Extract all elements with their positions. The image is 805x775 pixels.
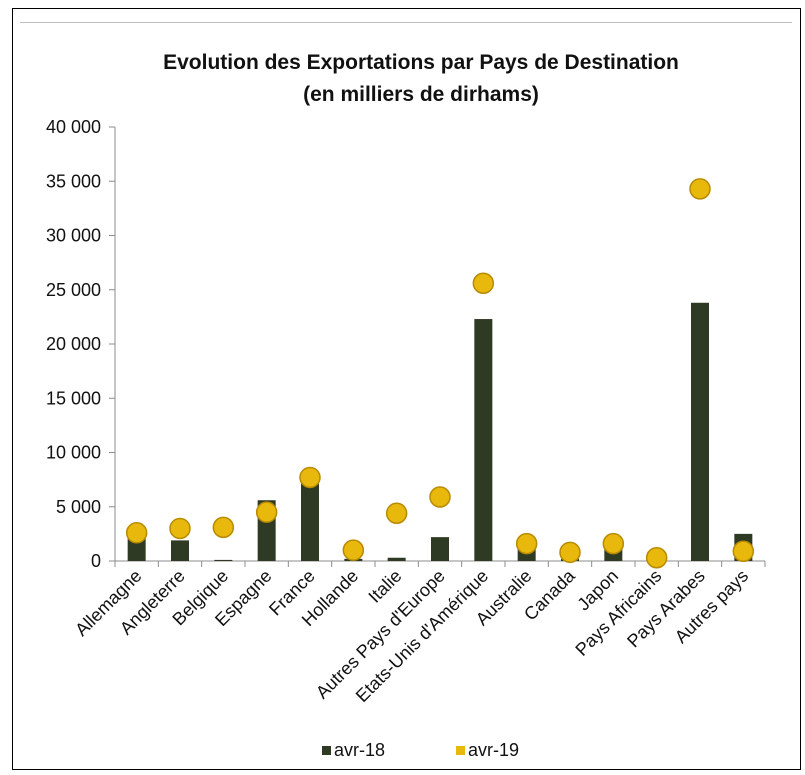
y-tick-label: 5 000 — [56, 497, 101, 517]
marker-point — [255, 501, 278, 523]
marker-point — [559, 541, 581, 564]
marker-point — [732, 540, 755, 562]
bar — [387, 557, 406, 561]
y-tick-label: 25 000 — [46, 280, 101, 300]
y-axis: 0 5 000 10 000 15 000 20 000 25 000 30 000 35 0… — [46, 117, 116, 571]
y-tick-label: 15 000 — [46, 388, 101, 408]
marker-point — [299, 466, 321, 489]
marker-point — [515, 532, 538, 555]
y-tick-label: 30 000 — [46, 226, 101, 246]
bar — [214, 559, 233, 561]
bar — [431, 537, 449, 561]
legend: avr-18 avr-19 — [322, 740, 519, 760]
bar — [171, 540, 189, 561]
bar — [691, 302, 709, 561]
y-tick-label: 40 000 — [46, 117, 101, 137]
marker-point — [472, 272, 495, 294]
y-tick-label: 35 000 — [46, 171, 101, 191]
y-tick-label: 0 — [91, 551, 101, 571]
marker-point — [689, 178, 711, 200]
marker-point — [385, 502, 408, 525]
marker-point — [645, 546, 668, 569]
marker-point — [342, 539, 365, 561]
y-tick-label: 20 000 — [46, 334, 101, 354]
chart-title: Evolution des Exportations par Pays de D… — [163, 51, 679, 74]
marker-point — [602, 532, 625, 555]
bar — [127, 537, 146, 561]
bar — [301, 481, 319, 561]
legend-swatch — [322, 746, 331, 755]
bar — [474, 319, 493, 561]
y-tick-label: 10 000 — [46, 443, 101, 463]
marker-series — [125, 178, 755, 569]
marker-point — [429, 486, 451, 508]
x-axis: AllemagneAngleterreBelgiqueEspagneFrance… — [71, 560, 766, 706]
legend-label: avr-18 — [334, 740, 385, 760]
legend-label: avr-19 — [468, 740, 519, 760]
chart-subtitle: (en milliers de dirhams) — [303, 83, 539, 106]
chart-frame — [12, 8, 801, 770]
marker-point — [212, 516, 235, 539]
marker-point — [169, 517, 191, 540]
marker-point — [125, 522, 148, 544]
chart-top-border — [20, 22, 792, 23]
legend-swatch — [456, 746, 465, 755]
